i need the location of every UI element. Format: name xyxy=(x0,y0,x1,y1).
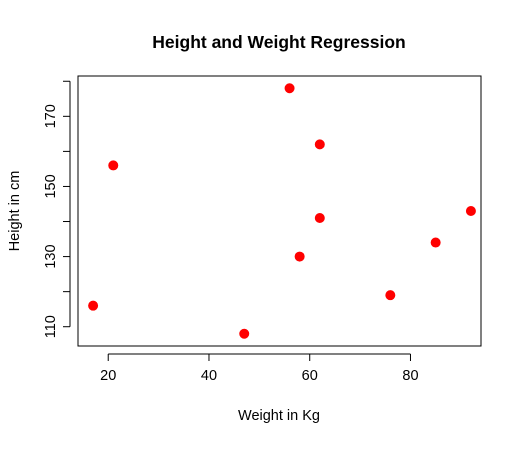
data-point xyxy=(88,300,99,311)
data-point xyxy=(385,290,396,301)
y-tick-label: 110 xyxy=(43,315,59,338)
x-tick-label: 20 xyxy=(100,368,116,384)
data-points xyxy=(88,83,476,339)
data-point xyxy=(294,251,305,262)
data-point xyxy=(465,206,476,216)
y-tick-label: 170 xyxy=(43,104,59,128)
data-point xyxy=(314,139,325,150)
x-axis: 20 40 60 80 xyxy=(100,353,419,384)
data-point xyxy=(284,83,295,94)
y-axis-label: Height in cm xyxy=(7,171,23,252)
y-axis: 110 130 150 170 xyxy=(43,80,71,338)
x-tick-label: 60 xyxy=(302,368,318,384)
data-point xyxy=(239,328,250,339)
y-tick-label: 130 xyxy=(43,244,59,268)
data-point xyxy=(430,237,441,248)
data-point xyxy=(108,160,119,171)
y-tick-label: 150 xyxy=(43,174,59,198)
x-tick-label: 80 xyxy=(402,368,418,384)
x-axis-label: Weight in Kg xyxy=(238,408,320,424)
x-tick-label: 40 xyxy=(201,368,217,384)
chart-title: Height and Weight Regression xyxy=(152,32,405,52)
plot-frame xyxy=(77,75,482,347)
data-point xyxy=(314,213,325,224)
